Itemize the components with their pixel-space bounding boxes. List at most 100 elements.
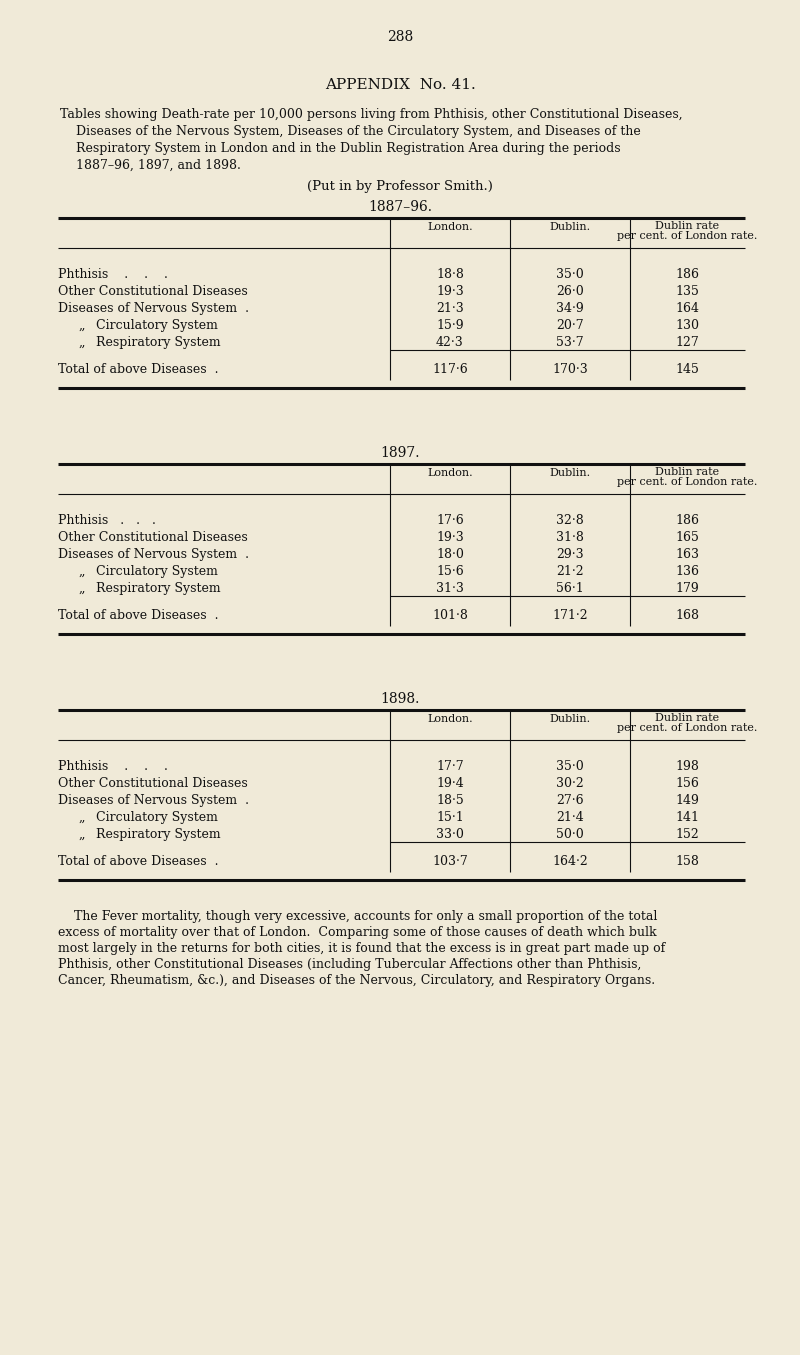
Text: 1887–96, 1897, and 1898.: 1887–96, 1897, and 1898. (60, 159, 241, 172)
Text: Phthisis, other Constitutional Diseases (including Tubercular Affections other t: Phthisis, other Constitutional Diseases … (58, 958, 642, 972)
Text: (Put in by Professor Smith.): (Put in by Professor Smith.) (307, 180, 493, 192)
Text: Dublin rate: Dublin rate (655, 713, 719, 724)
Text: 17·6: 17·6 (436, 514, 464, 527)
Text: 170·3: 170·3 (552, 363, 588, 375)
Text: 158: 158 (675, 855, 699, 869)
Text: 136: 136 (675, 565, 699, 579)
Text: 15·6: 15·6 (436, 565, 464, 579)
Text: 103·7: 103·7 (432, 855, 468, 869)
Text: 1898.: 1898. (380, 692, 420, 706)
Text: 171·2: 171·2 (552, 608, 588, 622)
Text: 35·0: 35·0 (556, 268, 584, 280)
Text: Diseases of Nervous System  .: Diseases of Nervous System . (58, 547, 249, 561)
Text: London.: London. (427, 714, 473, 724)
Text: 130: 130 (675, 318, 699, 332)
Text: 1897.: 1897. (380, 446, 420, 459)
Text: 31·8: 31·8 (556, 531, 584, 543)
Text: Dublin.: Dublin. (550, 467, 590, 478)
Text: „: „ (78, 812, 85, 824)
Text: Phthisis   .   .   .: Phthisis . . . (58, 514, 156, 527)
Text: 186: 186 (675, 514, 699, 527)
Text: Cancer, Rheumatism, &c.), and Diseases of the Nervous, Circulatory, and Respirat: Cancer, Rheumatism, &c.), and Diseases o… (58, 974, 655, 986)
Text: London.: London. (427, 222, 473, 232)
Text: Circulatory System: Circulatory System (96, 565, 218, 579)
Text: London.: London. (427, 467, 473, 478)
Text: 135: 135 (675, 285, 699, 298)
Text: Diseases of the Nervous System, Diseases of the Circulatory System, and Diseases: Diseases of the Nervous System, Diseases… (60, 125, 641, 138)
Text: „: „ (78, 318, 85, 332)
Text: 56·1: 56·1 (556, 583, 584, 595)
Text: excess of mortality over that of London.  Comparing some of those causes of deat: excess of mortality over that of London.… (58, 925, 657, 939)
Text: 164: 164 (675, 302, 699, 314)
Text: 141: 141 (675, 812, 699, 824)
Text: Dublin.: Dublin. (550, 714, 590, 724)
Text: APPENDIX  No. 41.: APPENDIX No. 41. (325, 79, 475, 92)
Text: 163: 163 (675, 547, 699, 561)
Text: Diseases of Nervous System  .: Diseases of Nervous System . (58, 302, 249, 314)
Text: 50·0: 50·0 (556, 828, 584, 841)
Text: per cent. of London rate.: per cent. of London rate. (617, 477, 757, 486)
Text: Other Constitutional Diseases: Other Constitutional Diseases (58, 776, 248, 790)
Text: „: „ (78, 565, 85, 579)
Text: Total of above Diseases  .: Total of above Diseases . (58, 363, 218, 375)
Text: Tables showing Death-rate per 10,000 persons living from Phthisis, other Constit: Tables showing Death-rate per 10,000 per… (60, 108, 682, 121)
Text: 156: 156 (675, 776, 699, 790)
Text: „: „ (78, 583, 85, 595)
Text: Circulatory System: Circulatory System (96, 812, 218, 824)
Text: 127: 127 (675, 336, 699, 350)
Text: 21·3: 21·3 (436, 302, 464, 314)
Text: per cent. of London rate.: per cent. of London rate. (617, 724, 757, 733)
Text: „: „ (78, 828, 85, 841)
Text: Total of above Diseases  .: Total of above Diseases . (58, 608, 218, 622)
Text: Respiratory System in London and in the Dublin Registration Area during the peri: Respiratory System in London and in the … (60, 142, 621, 154)
Text: Dublin rate: Dublin rate (655, 467, 719, 477)
Text: 198: 198 (675, 760, 699, 772)
Text: Circulatory System: Circulatory System (96, 318, 218, 332)
Text: Other Constitutional Diseases: Other Constitutional Diseases (58, 531, 248, 543)
Text: 35·0: 35·0 (556, 760, 584, 772)
Text: 186: 186 (675, 268, 699, 280)
Text: 29·3: 29·3 (556, 547, 584, 561)
Text: Dublin rate: Dublin rate (655, 221, 719, 230)
Text: 26·0: 26·0 (556, 285, 584, 298)
Text: 32·8: 32·8 (556, 514, 584, 527)
Text: most largely in the returns for both cities, it is found that the excess is in g: most largely in the returns for both cit… (58, 942, 666, 955)
Text: 18·8: 18·8 (436, 268, 464, 280)
Text: 31·3: 31·3 (436, 583, 464, 595)
Text: 17·7: 17·7 (436, 760, 464, 772)
Text: 288: 288 (387, 30, 413, 43)
Text: 18·5: 18·5 (436, 794, 464, 808)
Text: 179: 179 (675, 583, 699, 595)
Text: 53·7: 53·7 (556, 336, 584, 350)
Text: 18·0: 18·0 (436, 547, 464, 561)
Text: 145: 145 (675, 363, 699, 375)
Text: 152: 152 (675, 828, 699, 841)
Text: 33·0: 33·0 (436, 828, 464, 841)
Text: 164·2: 164·2 (552, 855, 588, 869)
Text: 21·2: 21·2 (556, 565, 584, 579)
Text: 34·9: 34·9 (556, 302, 584, 314)
Text: per cent. of London rate.: per cent. of London rate. (617, 230, 757, 241)
Text: „: „ (78, 336, 85, 350)
Text: Respiratory System: Respiratory System (96, 583, 221, 595)
Text: 19·3: 19·3 (436, 285, 464, 298)
Text: 19·3: 19·3 (436, 531, 464, 543)
Text: 165: 165 (675, 531, 699, 543)
Text: 27·6: 27·6 (556, 794, 584, 808)
Text: 1887–96.: 1887–96. (368, 201, 432, 214)
Text: 20·7: 20·7 (556, 318, 584, 332)
Text: 149: 149 (675, 794, 699, 808)
Text: 117·6: 117·6 (432, 363, 468, 375)
Text: Total of above Diseases  .: Total of above Diseases . (58, 855, 218, 869)
Text: 15·1: 15·1 (436, 812, 464, 824)
Text: Phthisis    .    .    .: Phthisis . . . (58, 760, 168, 772)
Text: Diseases of Nervous System  .: Diseases of Nervous System . (58, 794, 249, 808)
Text: 19·4: 19·4 (436, 776, 464, 790)
Text: Phthisis    .    .    .: Phthisis . . . (58, 268, 168, 280)
Text: The Fever mortality, though very excessive, accounts for only a small proportion: The Fever mortality, though very excessi… (58, 911, 658, 923)
Text: Respiratory System: Respiratory System (96, 336, 221, 350)
Text: Dublin.: Dublin. (550, 222, 590, 232)
Text: 168: 168 (675, 608, 699, 622)
Text: 15·9: 15·9 (436, 318, 464, 332)
Text: Respiratory System: Respiratory System (96, 828, 221, 841)
